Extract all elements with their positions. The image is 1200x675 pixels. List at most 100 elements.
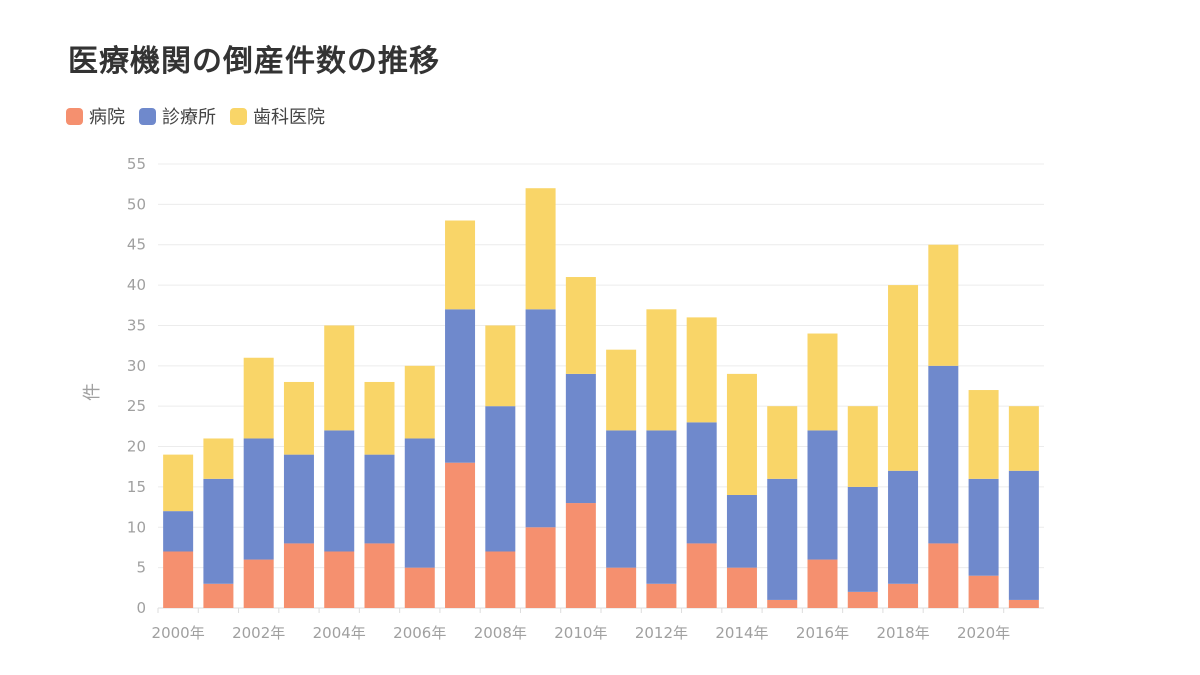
legend-item[interactable]: 病院	[66, 103, 125, 129]
bar-segment	[726, 567, 757, 608]
bar-segment	[606, 430, 637, 568]
bar-segment	[243, 559, 274, 608]
bar-segment	[646, 430, 677, 584]
bar-segment	[767, 406, 798, 479]
x-tick-label: 2016年	[796, 624, 849, 642]
bar-segment	[203, 583, 234, 608]
bar-segment	[163, 511, 194, 552]
bar-segment	[404, 567, 435, 608]
bar-segment	[807, 333, 838, 431]
legend-label: 診療所	[162, 107, 216, 128]
x-tick-label: 2002年	[232, 624, 285, 642]
legend-item[interactable]: 歯科医院	[230, 103, 325, 129]
legend-label: 歯科医院	[253, 107, 325, 128]
y-tick-label: 20	[127, 438, 146, 456]
bar-segment	[445, 220, 476, 310]
bar-segment	[485, 325, 516, 407]
bar-segment	[525, 188, 556, 310]
bar-segment	[847, 406, 878, 487]
bar-segment	[324, 325, 355, 431]
bar-segment	[445, 309, 476, 463]
bar-segment	[163, 454, 194, 512]
x-tick-label: 2006年	[393, 624, 446, 642]
bar-segment	[1008, 470, 1039, 600]
bar-segment	[163, 551, 194, 608]
bar-segment	[203, 478, 234, 584]
legend-swatch	[230, 107, 247, 125]
bar-segment	[364, 454, 395, 544]
bar-segment	[968, 478, 999, 576]
y-tick-label: 45	[127, 236, 146, 254]
bar-segment	[807, 430, 838, 560]
y-tick-label: 40	[127, 276, 146, 294]
bar-segment	[485, 406, 516, 552]
chart-legend: 病院 診療所 歯科医院	[66, 103, 325, 129]
x-tick-label: 2020年	[957, 624, 1010, 642]
x-tick-label: 2008年	[474, 624, 527, 642]
bar-segment	[203, 438, 234, 479]
bar-segment	[1008, 406, 1039, 471]
legend-label: 病院	[89, 107, 125, 128]
legend-item[interactable]: 診療所	[139, 103, 216, 129]
bar-segment	[928, 244, 959, 366]
bar-segment	[565, 373, 596, 504]
bar-segment	[888, 285, 919, 471]
bar-segment	[847, 486, 878, 592]
y-tick-label: 35	[127, 316, 146, 334]
x-tick-label: 2012年	[635, 624, 688, 642]
bar-segment	[767, 599, 798, 608]
bar-segment	[525, 527, 556, 608]
bar-segment	[283, 454, 314, 544]
bar-segment	[324, 430, 355, 552]
y-tick-label: 10	[127, 518, 146, 536]
chart-title: 医療機関の倒産件数の推移	[68, 44, 440, 79]
bar-segment	[606, 567, 637, 608]
bar-segment	[888, 583, 919, 608]
bar-segment	[404, 438, 435, 568]
bar-segment	[726, 494, 757, 568]
bar-segment	[686, 543, 717, 608]
bar-segment	[888, 470, 919, 584]
y-axis-label: 件	[82, 383, 103, 401]
bar-segment	[565, 503, 596, 608]
bar-segment	[767, 478, 798, 600]
bar-segment	[928, 365, 959, 544]
bar-segment	[968, 575, 999, 608]
y-tick-label: 25	[127, 397, 146, 415]
bar-segment	[726, 373, 757, 495]
bar-segment	[686, 317, 717, 423]
bar-segment	[283, 543, 314, 608]
bar-segment	[565, 277, 596, 374]
bar-segment	[1008, 599, 1039, 608]
x-tick-label: 2014年	[715, 624, 768, 642]
bar-segment	[847, 591, 878, 608]
bar-segment	[968, 390, 999, 479]
y-tick-label: 5	[136, 559, 146, 577]
legend-swatch	[66, 107, 83, 125]
bar-segment	[364, 543, 395, 608]
y-tick-label: 55	[127, 155, 146, 173]
legend-swatch	[139, 107, 156, 125]
bar-segment	[445, 462, 476, 608]
bar-segment	[283, 381, 314, 455]
bar-segment	[646, 583, 677, 608]
bar-segment	[243, 357, 274, 439]
y-tick-label: 15	[127, 478, 146, 496]
bar-segment	[243, 438, 274, 560]
y-tick-label: 50	[127, 195, 146, 213]
bar-segment	[525, 309, 556, 528]
bar-segment	[646, 309, 677, 431]
x-tick-label: 2010年	[554, 624, 607, 642]
bar-segment	[404, 365, 435, 439]
y-tick-label: 30	[127, 357, 146, 375]
bar-segment	[324, 551, 355, 608]
bar-segment	[364, 381, 395, 455]
x-tick-label: 2000年	[152, 624, 205, 642]
y-tick-label: 0	[136, 599, 146, 617]
bar-segment	[606, 349, 637, 431]
x-tick-label: 2004年	[313, 624, 366, 642]
bar-segment	[485, 551, 516, 608]
bar-segment	[686, 422, 717, 544]
x-tick-label: 2018年	[876, 624, 929, 642]
